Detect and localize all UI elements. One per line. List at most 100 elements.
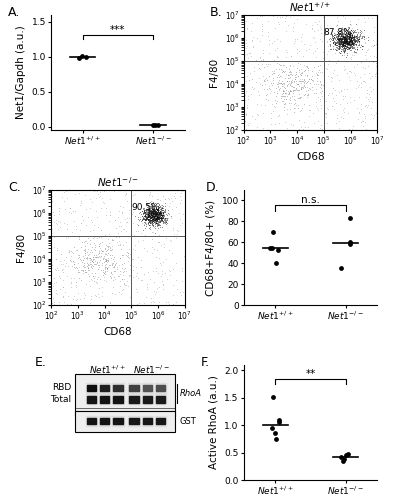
Point: [158, 213, 164, 221]
Point: [330, 39, 336, 47]
Point: [147, 198, 153, 206]
Point: [114, 266, 121, 274]
Point: [347, 46, 354, 54]
Point: [156, 210, 162, 218]
Point: [74, 295, 80, 303]
Point: [345, 39, 352, 47]
Point: [145, 204, 152, 212]
Point: [83, 262, 90, 270]
Point: [346, 38, 353, 46]
Point: [60, 276, 66, 283]
Point: [371, 23, 377, 31]
Point: [347, 31, 353, 39]
Point: [348, 38, 354, 46]
Point: [293, 79, 299, 87]
Point: [77, 232, 83, 240]
Point: [87, 248, 93, 256]
Point: [331, 33, 337, 41]
Point: [269, 392, 275, 400]
Point: [346, 30, 352, 38]
Point: [146, 212, 152, 220]
Point: [347, 36, 353, 44]
Point: [115, 232, 121, 240]
Point: [263, 94, 269, 102]
Point: [342, 30, 348, 38]
Point: [61, 198, 67, 205]
Point: [145, 205, 152, 213]
Point: [315, 117, 321, 125]
Point: [146, 216, 152, 224]
Point: [324, 66, 331, 74]
Point: [298, 33, 304, 41]
Y-axis label: Active RhoA (a.u.): Active RhoA (a.u.): [209, 376, 219, 470]
Point: [340, 42, 346, 50]
Point: [260, 46, 266, 54]
Point: [315, 92, 321, 100]
Point: [287, 93, 294, 101]
Point: [345, 40, 352, 48]
Point: [287, 78, 294, 86]
Point: [109, 235, 116, 243]
Point: [337, 32, 343, 40]
Point: [153, 212, 159, 220]
Point: [286, 94, 293, 102]
Point: [253, 56, 259, 64]
Point: [144, 214, 150, 222]
Point: [143, 215, 150, 223]
Point: [336, 34, 342, 42]
Point: [140, 236, 147, 244]
Point: [157, 204, 163, 212]
Point: [92, 257, 98, 265]
Point: [91, 187, 97, 195]
Point: [280, 86, 286, 94]
Point: [340, 34, 346, 42]
Point: [286, 12, 293, 20]
Point: [339, 40, 345, 48]
Point: [290, 89, 296, 97]
Point: [331, 106, 337, 114]
Point: [348, 34, 354, 42]
Point: [344, 98, 350, 106]
Point: [90, 272, 97, 280]
Point: [148, 210, 154, 218]
Point: [138, 256, 144, 264]
Point: [156, 230, 162, 238]
Point: [154, 210, 161, 218]
Point: [160, 226, 166, 234]
Point: [349, 36, 356, 44]
Point: [160, 214, 166, 222]
Point: [338, 32, 344, 40]
Point: [367, 74, 373, 82]
Point: [305, 64, 311, 72]
Point: [102, 261, 108, 269]
Point: [152, 211, 158, 219]
Point: [148, 202, 154, 210]
Point: [154, 214, 160, 222]
Point: [157, 210, 163, 218]
Point: [332, 40, 339, 48]
Point: [154, 208, 160, 216]
Point: [330, 45, 336, 53]
Point: [340, 38, 346, 46]
Point: [159, 206, 165, 214]
Point: [276, 79, 282, 87]
Point: [334, 56, 341, 64]
Point: [153, 210, 159, 218]
Point: [156, 214, 162, 222]
Point: [158, 241, 164, 249]
Point: [117, 254, 123, 262]
Point: [346, 34, 352, 42]
Point: [152, 209, 158, 217]
Point: [152, 214, 158, 222]
Point: [343, 37, 349, 45]
Point: [317, 97, 323, 105]
Point: [315, 70, 321, 78]
Point: [342, 40, 349, 48]
Point: [332, 38, 338, 46]
Point: [178, 290, 184, 298]
Point: [334, 41, 340, 49]
Point: [179, 187, 185, 195]
Point: [343, 36, 350, 44]
Point: [178, 190, 185, 198]
Point: [356, 32, 363, 40]
